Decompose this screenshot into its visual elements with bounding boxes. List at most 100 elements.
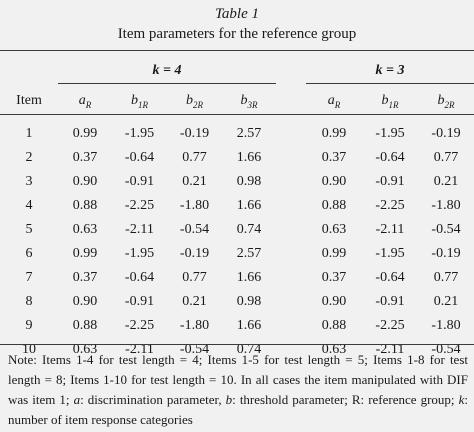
k3-value-cell: -0.54 (431, 222, 461, 237)
k4-value-cell: -0.54 (179, 222, 210, 237)
item-number-cell: 2 (25, 150, 33, 165)
column-spacer (276, 114, 306, 146)
item-number-cell: 3 (25, 174, 33, 189)
k3-header-b1R: b1R (381, 92, 399, 110)
k4-value-cell: 1.66 (236, 198, 262, 213)
k3-value-cell: 0.63 (321, 342, 347, 357)
k3-value-cell: -0.91 (375, 174, 405, 189)
table-row: 8 0.90 -0.91 0.21 0.98 0.90 -0.91 0.21 (0, 290, 474, 314)
k3-value-cell: -2.25 (375, 198, 405, 213)
column-header-row: Item aR b1R b2R b3R aR b1R b2R (0, 88, 474, 114)
k4-value-cell: -1.80 (179, 318, 210, 333)
k4-value-cell: 0.37 (72, 270, 98, 285)
k4-value-cell: 2.57 (236, 246, 262, 261)
column-spacer (276, 170, 306, 194)
k3-value-cell: -2.11 (375, 222, 405, 237)
k3-value-cell: 0.88 (321, 198, 347, 213)
column-spacer (276, 242, 306, 266)
table-row: 3 0.90 -0.91 0.21 0.98 0.90 -0.91 0.21 (0, 170, 474, 194)
k4-value-cell: -0.54 (179, 342, 210, 357)
table-row: 10 0.63 -2.11 -0.54 0.74 0.63 -2.11 -0.54 (0, 338, 474, 362)
k3-value-cell: 0.21 (433, 174, 459, 189)
k4-value-cell: 0.21 (182, 174, 207, 189)
k4-value-cell: -0.19 (179, 246, 210, 261)
table-label: Table 1 (214, 6, 260, 22)
column-spacer (276, 218, 306, 242)
k4-value-cell: 0.99 (72, 246, 98, 261)
k4-value-cell: 1.66 (236, 270, 262, 285)
k3-header-aR: aR (327, 92, 341, 110)
k4-value-cell: -2.25 (124, 198, 155, 213)
column-spacer (276, 194, 306, 218)
k3-value-cell: -1.80 (431, 318, 461, 333)
item-column-header: Item (16, 93, 42, 108)
k4-value-cell: -0.19 (179, 126, 210, 141)
k4-value-cell: -1.95 (124, 246, 155, 261)
k3-value-cell: -2.11 (375, 342, 405, 357)
item-number-cell: 8 (25, 294, 33, 309)
k4-value-cell: 2.57 (236, 126, 262, 141)
group-header-k4: k = 4 (152, 63, 182, 78)
bottom-rule (0, 344, 474, 345)
k3-value-cell: -0.19 (431, 126, 461, 141)
column-spacer (276, 146, 306, 170)
k4-value-cell: 0.88 (72, 198, 98, 213)
k4-value-cell: 0.63 (72, 222, 98, 237)
k4-header-aR: aR (78, 92, 92, 110)
k3-value-cell: -0.91 (375, 294, 405, 309)
column-spacer (276, 290, 306, 314)
k4-value-cell: -0.64 (124, 270, 155, 285)
item-number-cell: 1 (25, 126, 33, 141)
table-note: Note: Items 1-4 for test length = 4; Ite… (8, 352, 468, 427)
item-number-cell: 6 (25, 246, 33, 261)
table-title: Item parameters for the reference group (117, 26, 357, 42)
k4-value-cell: 0.74 (236, 222, 262, 237)
table-row: 5 0.63 -2.11 -0.54 0.74 0.63 -2.11 -0.54 (0, 218, 474, 242)
table-row: 6 0.99 -1.95 -0.19 2.57 0.99 -1.95 -0.19 (0, 242, 474, 266)
k3-value-cell: 0.77 (433, 150, 459, 165)
k4-value-cell: 0.21 (182, 294, 207, 309)
header-rule (0, 114, 474, 115)
column-spacer (276, 314, 306, 338)
k3-value-cell: 0.90 (321, 174, 347, 189)
k3-value-cell: 0.99 (321, 126, 347, 141)
k4-value-cell: 0.77 (182, 270, 207, 285)
k4-header-b1R: b1R (131, 92, 148, 110)
k3-value-cell: -0.54 (431, 342, 461, 357)
k3-value-cell: 0.99 (321, 246, 347, 261)
k3-value-cell: 0.88 (321, 318, 347, 333)
k4-value-cell: -2.25 (124, 318, 155, 333)
k3-value-cell: 0.77 (433, 270, 459, 285)
group-header-k3: k = 3 (375, 63, 405, 78)
parameters-table: Item aR b1R b2R b3R aR b1R b2R 1 0.99 -1.9… (0, 88, 474, 362)
k4-header-b2R: b2R (186, 92, 203, 110)
k4-value-cell: -2.11 (125, 342, 154, 357)
table-body: 1 0.99 -1.95 -0.19 2.57 0.99 -1.95 -0.19 2 0.37 -0… (0, 114, 474, 362)
k4-value-cell: 1.66 (236, 318, 262, 333)
table-row: 4 0.88 -2.25 -1.80 1.66 0.88 -2.25 -1.80 (0, 194, 474, 218)
k4-value-cell: 0.98 (236, 294, 262, 309)
k4-value-cell: 0.77 (182, 150, 207, 165)
k4-value-cell: 0.90 (72, 294, 98, 309)
column-spacer (276, 88, 306, 114)
k4-value-cell: -1.95 (124, 126, 155, 141)
k4-value-cell: 0.63 (72, 342, 98, 357)
k4-value-cell: 0.90 (72, 174, 98, 189)
k4-value-cell: -0.91 (124, 294, 155, 309)
k4-value-cell: -0.64 (124, 150, 155, 165)
group-rule-k3 (306, 83, 474, 84)
k3-value-cell: 0.21 (433, 294, 459, 309)
group-rule-k4 (58, 83, 276, 84)
k3-value-cell: -0.19 (431, 246, 461, 261)
k4-value-cell: 1.66 (236, 150, 262, 165)
column-spacer (276, 266, 306, 290)
k4-value-cell: 0.99 (72, 126, 98, 141)
k3-value-cell: 0.37 (321, 270, 347, 285)
k4-value-cell: 0.74 (236, 342, 262, 357)
k4-value-cell: -1.80 (179, 198, 210, 213)
k3-value-cell: -2.25 (375, 318, 405, 333)
k4-value-cell: 0.98 (236, 174, 262, 189)
k4-value-cell: 0.88 (72, 318, 98, 333)
k3-value-cell: -0.64 (375, 150, 405, 165)
k4-value-cell: -0.91 (124, 174, 155, 189)
